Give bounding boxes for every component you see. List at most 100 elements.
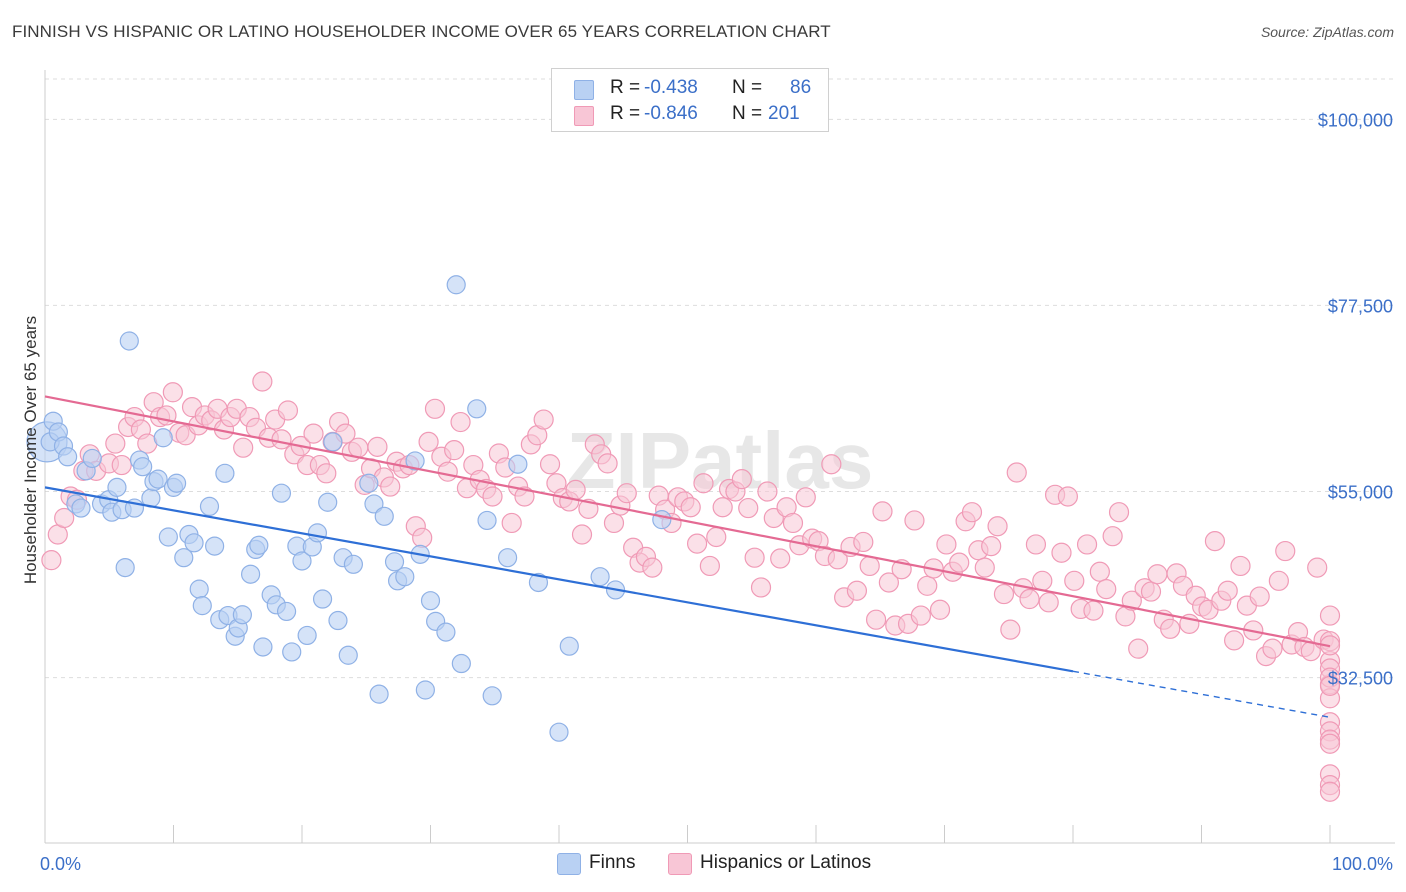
hispanics-point [514, 486, 535, 507]
hispanics-point [444, 440, 465, 461]
hispanics-point [1224, 630, 1245, 651]
finns-point [359, 473, 379, 493]
finns-point [338, 645, 358, 665]
finns-point [148, 469, 168, 489]
finns-point [451, 653, 471, 674]
hispanics-point [686, 533, 708, 554]
legend-r-label: R = [610, 77, 641, 98]
hispanics-point [706, 526, 727, 548]
source-label: Source: ZipAtlas.com [1260, 24, 1394, 40]
finns-point [498, 548, 518, 568]
hispanics-point [380, 476, 401, 497]
y-axis-label: Householder Income Over 65 years [21, 316, 40, 584]
finns-point [420, 591, 441, 611]
hispanics-point [1057, 486, 1078, 507]
hispanics-point [424, 398, 446, 419]
hispanics-point [821, 454, 842, 475]
finns-swatch [574, 80, 594, 100]
hispanics-point [501, 512, 522, 534]
hispanics-point [616, 483, 637, 504]
hispanics-point [1319, 733, 1341, 754]
hispanics-point [961, 502, 983, 523]
hispanics-point [974, 557, 995, 578]
legend-r-value: -0.438 [644, 77, 698, 98]
hispanics-point [1083, 600, 1104, 621]
hispanics-point [859, 555, 880, 577]
hispanics-point [482, 486, 503, 507]
finns-points [26, 275, 672, 742]
hispanics-point [367, 436, 388, 457]
finns-point [71, 498, 91, 518]
y-tick-label: $32,500 [1328, 669, 1393, 689]
finns-point [446, 275, 466, 295]
hispanics-point [54, 507, 75, 529]
finns-point [158, 527, 178, 547]
finns-trend-extension [1072, 670, 1331, 718]
finns-point [184, 533, 204, 553]
hispanics-point [738, 497, 759, 519]
finns-point [115, 557, 135, 578]
x-tick-label-max: 100.0% [1332, 854, 1393, 874]
hispanics-point [1038, 592, 1059, 613]
hispanics-point [233, 437, 254, 458]
hispanics-point [348, 437, 369, 458]
finns-point [364, 494, 384, 514]
finns-point [405, 451, 425, 471]
hispanics-point [1319, 605, 1341, 626]
hispanics-point [1160, 618, 1181, 639]
hispanics-point [993, 583, 1015, 605]
hispanics-point [1102, 526, 1123, 547]
finns-point [82, 448, 102, 469]
hispanics-point [539, 454, 561, 475]
hispanics-points [41, 371, 1341, 802]
finns-point [166, 473, 187, 493]
hispanics-legend-swatch [668, 853, 692, 875]
hispanics-point [699, 555, 720, 577]
hispanics-point [105, 433, 126, 454]
hispanics-point [1140, 581, 1162, 602]
finns-point [467, 399, 487, 419]
hispanics-point [949, 552, 970, 573]
finns-point [328, 610, 348, 631]
legend-r-label: R = [610, 103, 641, 124]
hispanics-point [936, 534, 957, 555]
hispanics-point [1108, 502, 1130, 523]
legend-n-value: 86 [790, 77, 812, 98]
finns-point [343, 554, 363, 574]
hispanics-point [795, 487, 816, 508]
finns-point [192, 596, 212, 616]
tick-labels: $32,500 $55,000 $77,500 $100,000 0.0% 100.0% [40, 110, 1393, 874]
hispanics-point [1051, 542, 1072, 563]
hispanics-point [1006, 462, 1027, 483]
finns-point [133, 457, 153, 477]
hispanics-point [846, 580, 868, 601]
legend-n-label: N = [732, 77, 763, 98]
hispanics-point [1204, 531, 1226, 552]
y-tick-label: $55,000 [1328, 483, 1393, 503]
hispanics-point [1147, 564, 1168, 585]
finns-point [369, 684, 389, 704]
hispanics-point [750, 577, 772, 598]
finns-point [307, 523, 328, 543]
hispanics-point [1262, 638, 1283, 659]
hispanics-point [904, 510, 925, 531]
hispanics-point [910, 605, 931, 626]
finns-point [528, 572, 549, 593]
x-tick-label-min: 0.0% [40, 854, 81, 874]
finns-point [477, 510, 497, 531]
hispanics-point [1000, 619, 1021, 640]
finns-point [436, 622, 456, 642]
hispanics-point [1275, 540, 1296, 562]
hispanics-point [162, 382, 183, 403]
finns-point [374, 506, 394, 526]
finns-point [276, 601, 297, 622]
hispanics-point [578, 498, 599, 519]
hispanics-point [303, 423, 324, 444]
hispanics-point [1096, 579, 1117, 600]
hispanics-point [782, 512, 804, 534]
hispanics-point [865, 609, 887, 630]
hispanics-point [277, 400, 299, 421]
finns-point [652, 510, 672, 530]
y-tick-label: $77,500 [1328, 296, 1393, 316]
